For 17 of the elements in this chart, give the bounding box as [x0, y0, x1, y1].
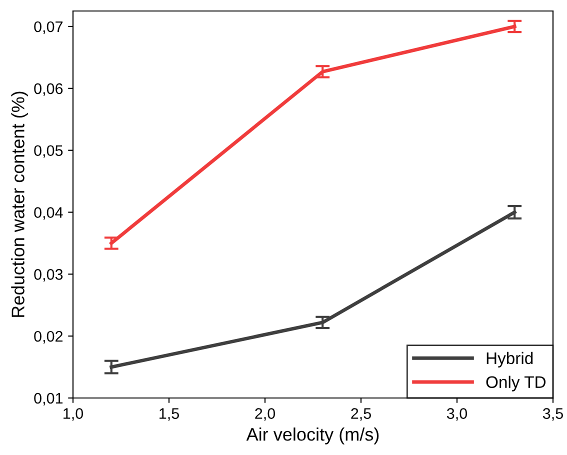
y-tick-label: 0,07 — [34, 21, 63, 34]
x-tick-label: 2,5 — [351, 408, 371, 421]
legend-label: Only TD — [486, 376, 546, 392]
x-axis-title: Air velocity (m/s) — [246, 428, 379, 444]
x-tick-label: 1,5 — [160, 408, 179, 421]
x-tick-label: 3,0 — [446, 408, 468, 421]
y-axis-title: Reduction water content (%) — [11, 92, 28, 317]
y-tick-label: 0,05 — [34, 145, 63, 158]
y-tick-label: 0,03 — [34, 269, 63, 282]
x-tick-label: 3,5 — [542, 408, 563, 421]
legend-label: Hybrid — [486, 352, 533, 368]
x-tick-label: 1,0 — [64, 408, 84, 421]
y-tick-label: 0,01 — [34, 392, 63, 406]
y-tick-label: 0,02 — [34, 330, 63, 344]
y-tick-label: 0,06 — [34, 83, 63, 96]
y-tick-label: 0,04 — [34, 207, 63, 220]
x-tick-label: 2,0 — [255, 408, 276, 421]
